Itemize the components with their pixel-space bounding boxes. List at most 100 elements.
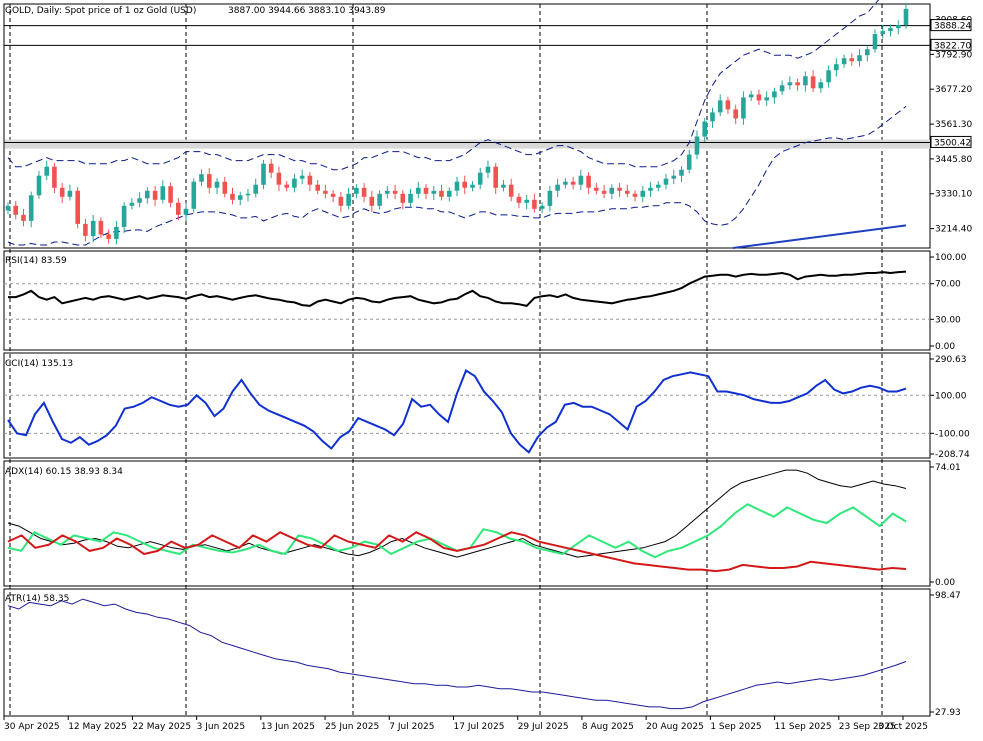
x-axis-label: 7 Jul 2025 xyxy=(389,722,434,732)
candle-body xyxy=(826,70,831,83)
cci-axis-label: -100.00 xyxy=(935,429,970,439)
candle-body xyxy=(764,97,769,101)
candle-body xyxy=(625,190,630,194)
candle-body xyxy=(13,205,18,215)
price-axis-label: 3561.30 xyxy=(935,120,972,130)
rsi-line xyxy=(8,270,907,307)
candle-body xyxy=(330,193,336,197)
candle-body xyxy=(454,181,460,191)
adx-main-line xyxy=(7,469,907,558)
candle-body xyxy=(803,76,808,86)
candle-body xyxy=(656,184,661,188)
candle-body xyxy=(431,190,437,194)
price-tag-label: 3888.24 xyxy=(934,22,971,32)
rsi-axis-label: 100.00 xyxy=(935,253,967,263)
candle-body xyxy=(369,196,375,206)
candle-body xyxy=(570,181,576,185)
price-axis-label: 3330.10 xyxy=(935,190,972,200)
adx-minus-di-line xyxy=(7,531,907,573)
candle-body xyxy=(237,195,243,200)
rsi-title: RSI(14) 83.59 xyxy=(5,256,67,266)
x-axis-label: 1 Sep 2025 xyxy=(710,722,761,732)
candle-body xyxy=(292,178,297,188)
candle-body xyxy=(90,220,96,236)
candle-body xyxy=(21,214,26,221)
candle-body xyxy=(725,100,731,110)
candle-body xyxy=(903,8,909,26)
candle-body xyxy=(253,184,258,194)
candle-body xyxy=(36,175,42,196)
candle-body xyxy=(640,190,646,197)
adx-axis-label: 0.00 xyxy=(935,578,955,588)
candle-body xyxy=(872,34,878,50)
candle-body xyxy=(586,175,591,188)
candle-body xyxy=(377,193,382,206)
candle-body xyxy=(315,184,320,191)
candle-body xyxy=(361,187,367,197)
x-axis-label: 17 Jul 2025 xyxy=(454,722,505,732)
candle-body xyxy=(756,94,762,101)
candle-body xyxy=(176,202,181,215)
rsi-axis-label: 30.00 xyxy=(935,315,961,325)
candle-body xyxy=(214,181,220,188)
candle-body xyxy=(168,186,173,203)
candle-body xyxy=(385,190,390,194)
bollinger-upper-band xyxy=(7,0,880,171)
atr-axis-label: 98.47 xyxy=(935,591,961,601)
cci-panel-frame xyxy=(3,352,931,459)
candle-body xyxy=(524,199,529,203)
ohlc-readout: 3887.00 3944.66 3883.10 3943.89 xyxy=(228,6,386,16)
candle-body xyxy=(563,181,568,185)
candle-body xyxy=(44,166,49,176)
moving-average-line xyxy=(732,224,907,249)
candle-body xyxy=(741,97,746,119)
candle-body xyxy=(245,193,251,196)
rsi-axis-label: 70.00 xyxy=(935,280,961,290)
candle-body xyxy=(5,205,11,211)
candle-body xyxy=(888,28,893,32)
candle-body xyxy=(663,178,669,185)
candle-body xyxy=(470,184,475,188)
x-axis-label: 3 Oct 2025 xyxy=(878,722,928,732)
candle-body xyxy=(702,121,707,137)
candle-body xyxy=(547,190,553,206)
candle-body xyxy=(129,202,135,206)
price-axis-label: 3214.40 xyxy=(935,225,972,235)
price-panel-frame xyxy=(3,3,931,249)
candle-body xyxy=(516,196,522,203)
x-axis-label: 12 May 2025 xyxy=(68,722,127,732)
x-axis-label: 25 Jun 2025 xyxy=(325,722,379,732)
cci-title: CCI(14) 135.13 xyxy=(5,359,73,369)
candle-body xyxy=(834,64,839,71)
adx-axis-label: 74.01 xyxy=(935,463,961,473)
price-tag-box xyxy=(930,19,972,32)
candle-body xyxy=(555,184,560,191)
candle-body xyxy=(106,234,111,239)
x-axis-label: 13 Jun 2025 xyxy=(261,722,315,732)
candle-body xyxy=(694,136,700,155)
candle-body xyxy=(462,181,467,188)
x-axis-label: 20 Aug 2025 xyxy=(646,722,704,732)
chart-title: GOLD, Daily: Spot price of 1 oz Gold (US… xyxy=(5,6,196,16)
candle-body xyxy=(439,190,444,197)
candle-body xyxy=(748,94,754,98)
atr-line xyxy=(7,598,907,710)
candle-body xyxy=(818,82,824,89)
candle-body xyxy=(207,174,212,188)
candle-body xyxy=(183,208,189,215)
candle-body xyxy=(400,193,406,203)
candle-body xyxy=(307,175,313,185)
candle-body xyxy=(686,154,692,170)
candle-body xyxy=(493,166,498,188)
candle-body xyxy=(75,190,80,224)
candle-body xyxy=(354,187,359,194)
candle-body xyxy=(261,163,266,185)
adx-panel-frame xyxy=(3,460,931,587)
candle-body xyxy=(648,187,653,191)
candle-body xyxy=(392,190,398,194)
candle-body xyxy=(772,91,777,98)
candle-body xyxy=(137,198,142,203)
price-tag-box xyxy=(930,38,972,51)
candle-body xyxy=(810,76,816,89)
